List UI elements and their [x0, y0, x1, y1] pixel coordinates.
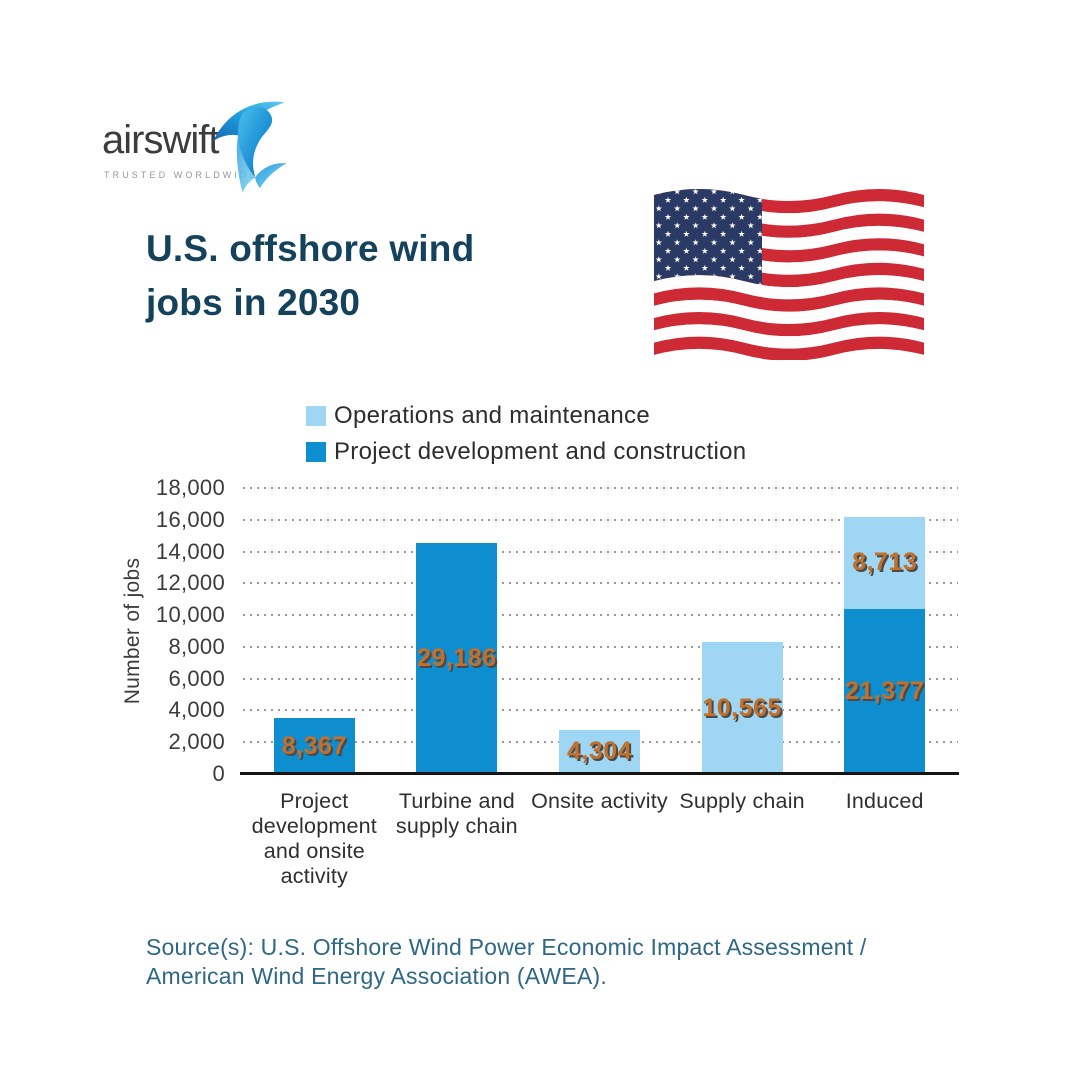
legend-item-project-dev: Project development and construction [306, 438, 746, 466]
x-category-label: Turbine and supply chain [395, 789, 518, 838]
page-title: U.S. offshore wind jobs in 2030 [146, 222, 666, 330]
gridline [243, 645, 958, 648]
brand-tagline: TRUSTED WORLDWIDE [104, 170, 259, 180]
legend-item-operations: Operations and maintenance [306, 402, 746, 430]
bar-value-label: 4,304 [566, 737, 633, 766]
legend-swatch-dark-icon [306, 442, 326, 462]
y-tick-label: 4,000 [168, 697, 225, 723]
us-flag-icon [654, 189, 924, 360]
y-tick-label: 16,000 [155, 506, 225, 532]
bar-segment: 21,377 [844, 608, 926, 774]
y-tick-label: 8,000 [168, 633, 225, 659]
bar-segment: 4,304 [559, 729, 640, 774]
y-tick-label: 18,000 [155, 475, 225, 500]
bar-segment: 8,367 [273, 718, 355, 774]
source-line-2: American Wind Energy Association (AWEA). [146, 963, 607, 989]
gridline [243, 582, 958, 585]
title-line-1: U.S. offshore wind [146, 228, 475, 269]
brand-name: airswift [102, 118, 219, 162]
y-tick-label: 10,000 [155, 602, 225, 628]
bar-value-label: 8,713 [852, 548, 918, 577]
x-category-label: Supply chain [679, 789, 805, 813]
gridline [243, 614, 958, 617]
bar-segment: 29,186 [416, 542, 498, 774]
source-line-1: Source(s): U.S. Offshore Wind Power Econ… [146, 934, 867, 960]
y-tick-label: 0 [212, 761, 225, 786]
y-tick-label: 12,000 [155, 570, 225, 596]
gridline [243, 518, 958, 521]
x-category-label: Project development and onsite activity [251, 789, 377, 888]
title-line-2: jobs in 2030 [146, 282, 361, 323]
x-category-label: Onsite activity [531, 789, 668, 813]
bar-segment: 10,565 [701, 642, 783, 774]
x-category-label: Induced [845, 789, 924, 813]
swift-bird-icon [213, 101, 287, 193]
gridline [243, 550, 958, 553]
bar-value-label: 8,367 [281, 731, 347, 760]
y-axis-ticks: 0 2,000 4,000 6,000 8,000 10,000 12,000 14,000 1… [118, 475, 225, 786]
y-tick-label: 2,000 [168, 729, 225, 755]
plot-area: 8,367 29,186 4,304 10,565 21,377 8,713 [243, 487, 958, 774]
y-tick-label: 6,000 [168, 665, 225, 691]
bar-segment: 8,713 [844, 516, 926, 609]
legend-label: Operations and maintenance [334, 402, 651, 429]
x-axis-labels: Project development and onsite activity T… [243, 789, 956, 899]
source-note: Source(s): U.S. Offshore Wind Power Econ… [146, 933, 867, 991]
x-axis-line [240, 772, 959, 775]
gridline [243, 487, 958, 489]
gridline [243, 709, 958, 712]
flag-canton [654, 189, 762, 285]
legend-label: Project development and construction [334, 438, 747, 465]
gridline [243, 677, 958, 680]
chart-legend: Operations and maintenance Project devel… [306, 402, 746, 474]
bar-value-label: 10,565 [702, 693, 782, 722]
legend-swatch-light-icon [306, 406, 326, 426]
bar-value-label: 21,377 [844, 676, 925, 705]
airswift-logo: airswift TRUSTED WORLDWIDE [100, 98, 290, 193]
y-tick-label: 14,000 [155, 538, 225, 564]
bar-value-label: 29,186 [417, 643, 497, 672]
